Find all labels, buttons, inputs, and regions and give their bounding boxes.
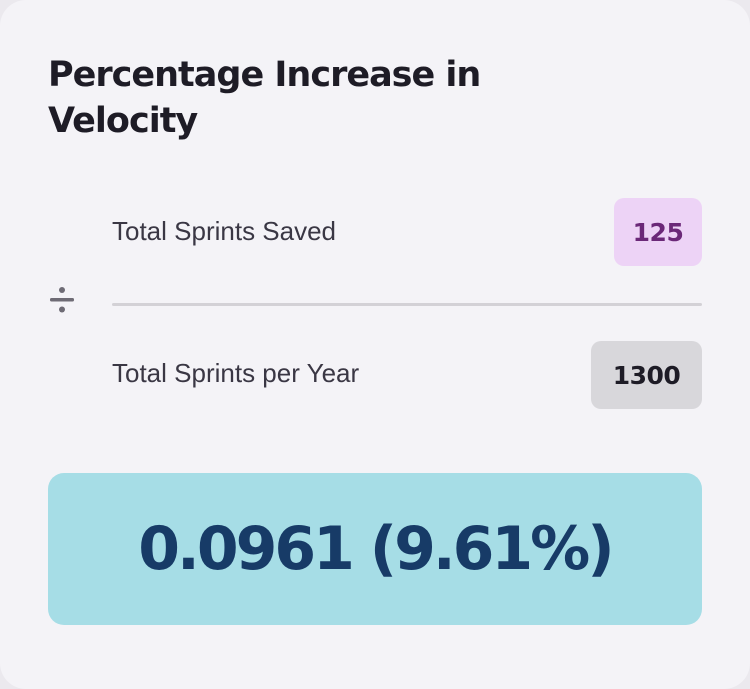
numerator-value-badge: 125 xyxy=(614,198,702,266)
fraction-divider xyxy=(112,303,702,306)
divide-icon xyxy=(50,287,74,313)
card-title: Percentage Increase in Velocity xyxy=(48,55,481,141)
denominator-label: Total Sprints per Year xyxy=(112,358,360,388)
numerator-label: Total Sprints Saved xyxy=(112,216,337,246)
result-value: 0.0961 (9.61%) xyxy=(138,514,614,584)
denominator-value-badge: 1300 xyxy=(591,341,702,409)
result-panel: 0.0961 (9.61%) xyxy=(48,473,702,625)
